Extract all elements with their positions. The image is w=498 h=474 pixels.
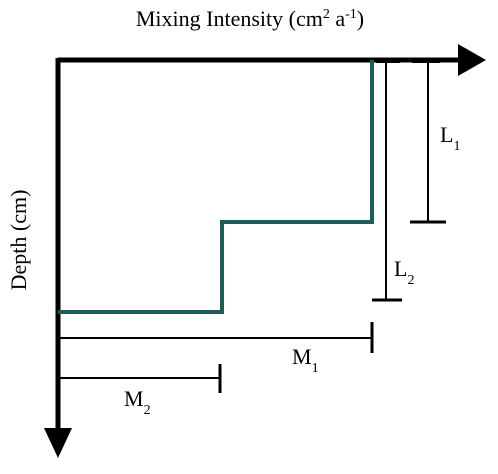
subscript: 2 [407,273,414,288]
subscript: 2 [144,403,151,418]
l2-label: L2 [394,256,414,288]
label-sup: 2 [323,7,330,22]
label-sup: -1 [345,7,357,22]
letter: M [292,344,312,369]
y-axis-label: Depth (cm) [6,190,31,291]
m1-label: M1 [292,344,319,376]
letter: L [394,256,407,281]
subscript: 1 [312,361,319,376]
letter: M [124,386,144,411]
label-part: a [330,6,346,31]
subscript: 1 [453,139,460,154]
l1-label: L1 [440,122,460,154]
x-arrow [458,44,486,76]
mixing-profile [58,60,374,314]
dimension-lines [60,61,446,393]
y-arrow [44,428,72,458]
label-part: Mixing Intensity (cm [136,6,323,31]
x-axis-label: Mixing Intensity (cm2 a-1) [136,6,364,31]
label-part: ) [357,6,364,31]
letter: L [440,122,453,147]
m2-label: M2 [124,386,151,418]
axes [44,44,486,458]
